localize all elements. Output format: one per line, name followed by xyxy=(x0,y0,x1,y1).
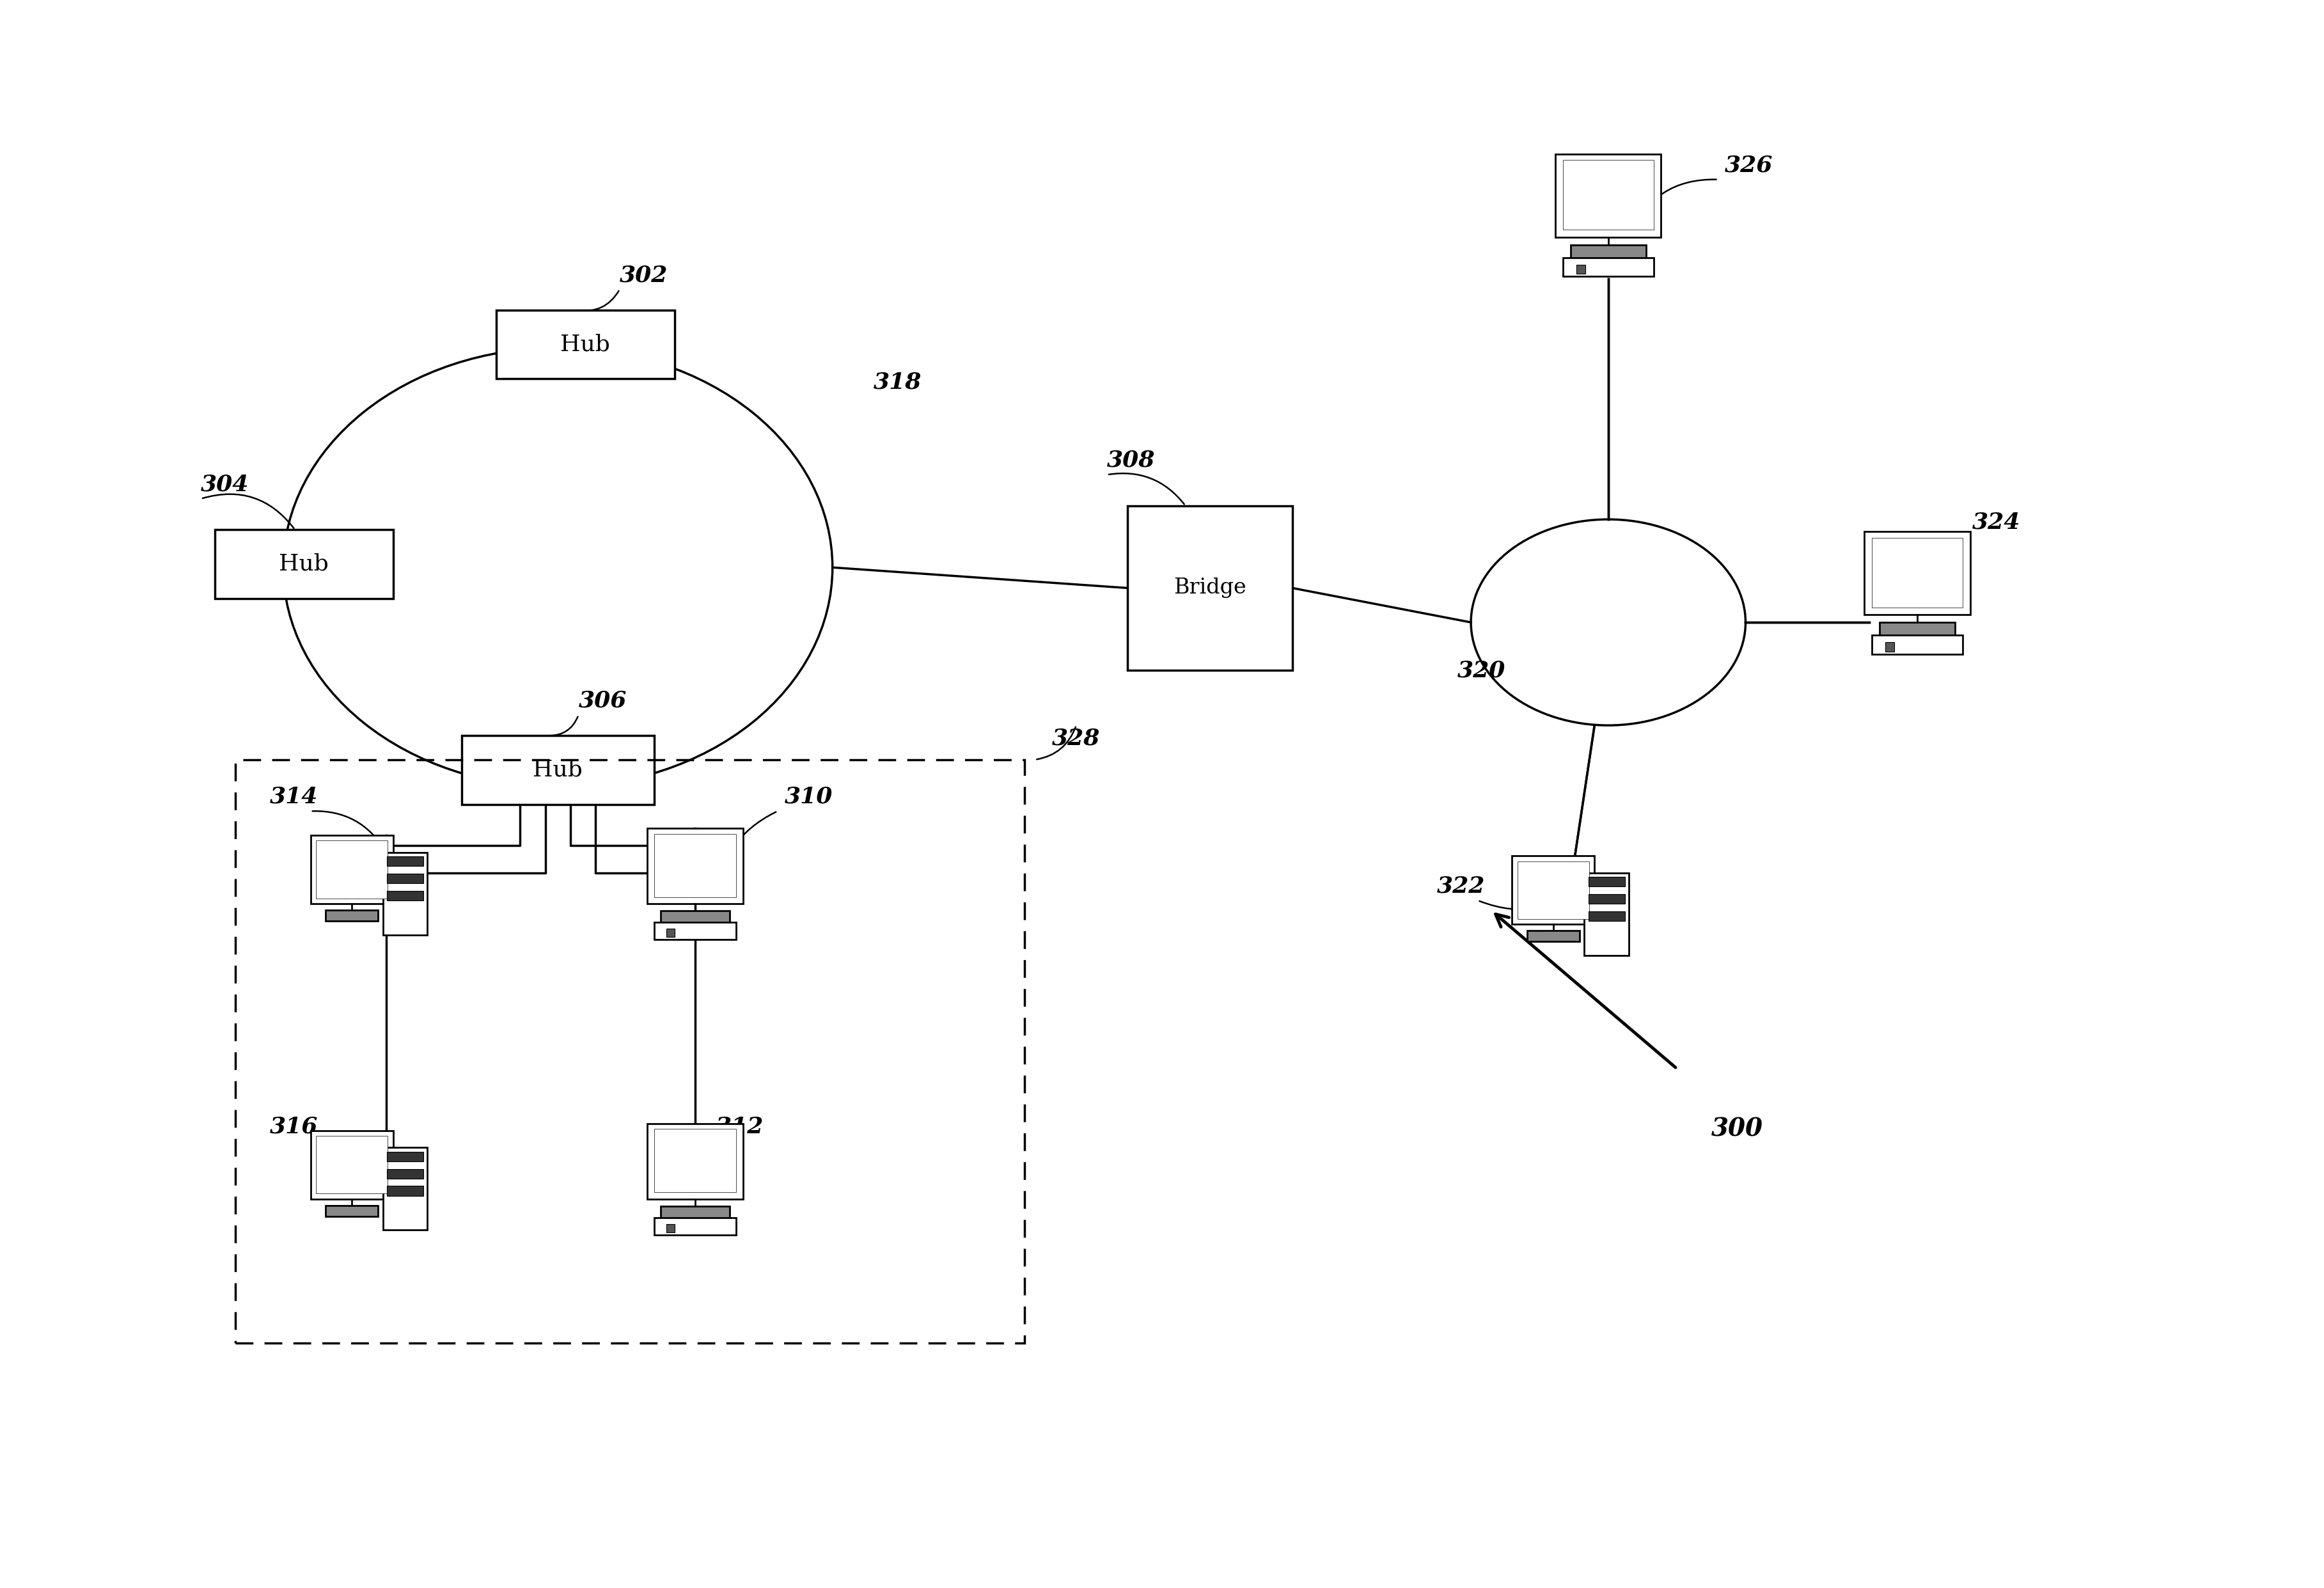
Bar xyxy=(653,923,737,940)
Text: 300: 300 xyxy=(1710,1116,1764,1142)
Bar xyxy=(386,1169,423,1178)
Bar xyxy=(646,829,744,904)
Text: 320: 320 xyxy=(1457,659,1506,681)
Bar xyxy=(1587,877,1624,886)
Text: 326: 326 xyxy=(1724,154,1773,176)
Bar xyxy=(325,1205,379,1216)
Bar xyxy=(1885,643,1894,651)
Text: 310: 310 xyxy=(786,786,832,808)
Text: 312: 312 xyxy=(716,1115,765,1137)
Bar xyxy=(383,1148,428,1231)
Bar xyxy=(653,1129,737,1193)
Bar xyxy=(667,929,674,937)
Text: 318: 318 xyxy=(874,372,923,392)
Bar xyxy=(386,891,423,900)
Bar xyxy=(462,735,653,804)
Bar xyxy=(1564,257,1655,276)
Text: 308: 308 xyxy=(1106,449,1155,472)
Bar xyxy=(383,853,428,935)
Bar xyxy=(1880,622,1954,635)
Text: 328: 328 xyxy=(1053,727,1099,750)
Bar xyxy=(1576,265,1585,273)
Bar xyxy=(653,834,737,897)
Bar xyxy=(1571,245,1645,259)
Bar xyxy=(1555,154,1662,237)
Bar xyxy=(311,835,393,904)
Bar xyxy=(660,1205,730,1218)
Bar xyxy=(660,910,730,923)
Bar xyxy=(214,530,393,599)
Text: 316: 316 xyxy=(270,1115,318,1137)
Bar xyxy=(1587,912,1624,921)
Text: 314: 314 xyxy=(270,786,318,808)
Text: 306: 306 xyxy=(579,689,627,711)
Bar xyxy=(1513,856,1594,924)
Bar xyxy=(316,1135,388,1194)
Bar xyxy=(311,1131,393,1199)
Bar xyxy=(386,1151,423,1161)
Ellipse shape xyxy=(284,348,832,788)
Bar xyxy=(316,840,388,899)
Text: Hub: Hub xyxy=(560,333,611,356)
Bar xyxy=(1871,635,1961,654)
Text: 324: 324 xyxy=(1973,511,2020,534)
Bar xyxy=(235,759,1025,1343)
Ellipse shape xyxy=(1471,519,1745,726)
Bar xyxy=(386,856,423,865)
Bar xyxy=(1587,894,1624,904)
Bar xyxy=(1871,538,1961,607)
Bar xyxy=(1518,861,1590,919)
Bar xyxy=(653,1218,737,1235)
Text: Hub: Hub xyxy=(279,553,328,575)
Bar xyxy=(646,1124,744,1199)
Bar xyxy=(667,1224,674,1232)
Bar xyxy=(325,910,379,921)
Bar xyxy=(1585,873,1629,956)
Text: 304: 304 xyxy=(200,473,249,495)
Text: Hub: Hub xyxy=(532,759,583,781)
Bar xyxy=(495,310,674,378)
Bar xyxy=(386,1186,423,1196)
Text: 302: 302 xyxy=(621,264,667,286)
Bar xyxy=(386,873,423,883)
Bar xyxy=(1564,160,1655,230)
Bar xyxy=(1527,931,1580,942)
Text: 322: 322 xyxy=(1436,875,1485,897)
Bar xyxy=(1127,505,1292,670)
Bar xyxy=(1864,532,1971,615)
Text: Bridge: Bridge xyxy=(1174,578,1246,599)
